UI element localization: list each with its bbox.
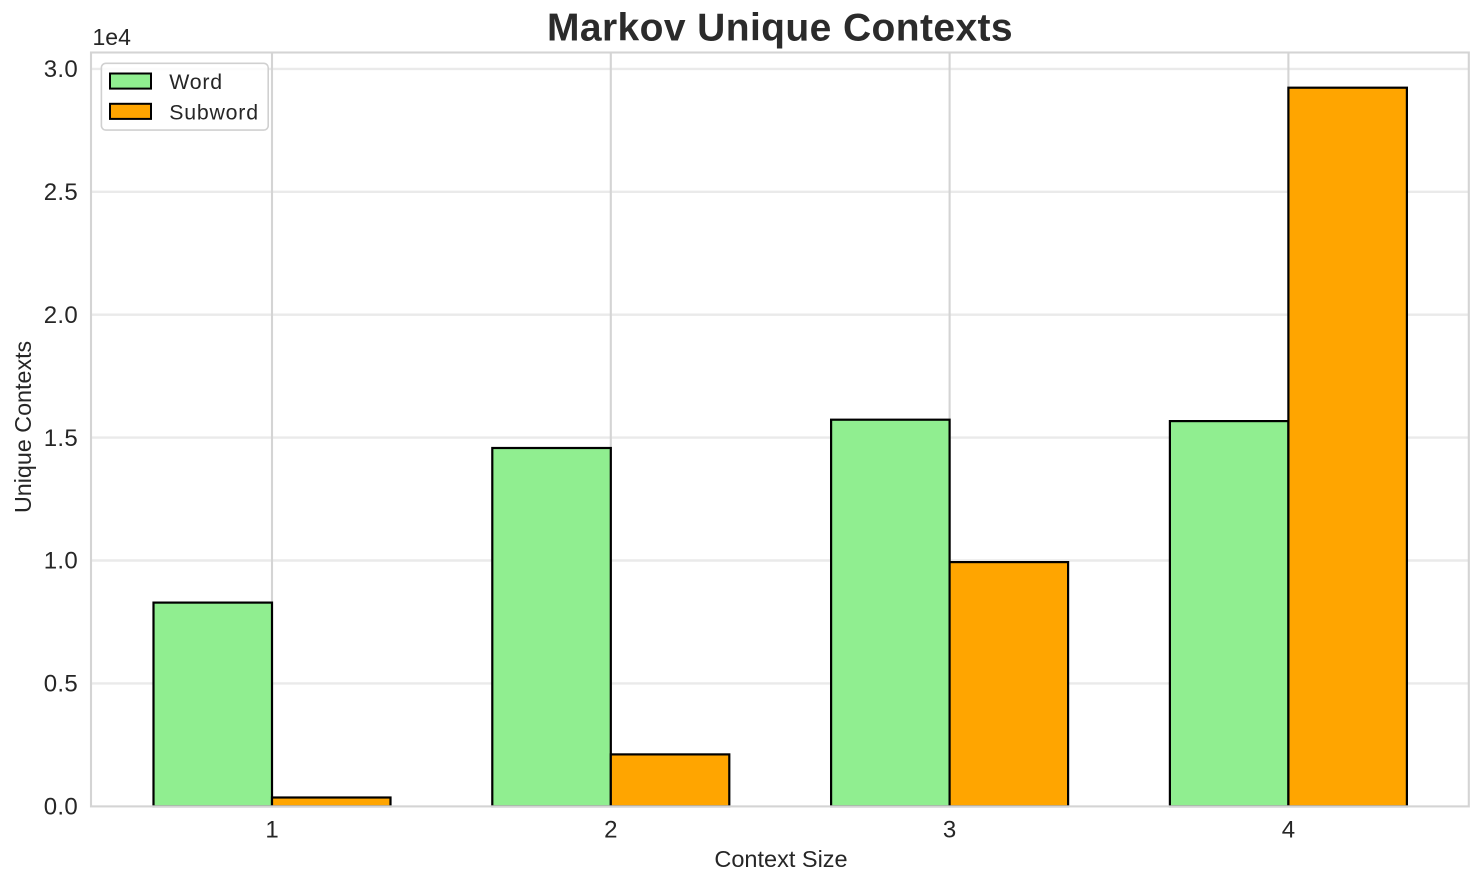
svg-text:1.0: 1.0 [44, 548, 78, 575]
svg-text:1: 1 [265, 817, 278, 844]
svg-text:2.0: 2.0 [44, 302, 78, 329]
svg-text:2: 2 [604, 817, 617, 844]
svg-text:3.0: 3.0 [44, 56, 78, 83]
svg-text:4: 4 [1282, 817, 1295, 844]
svg-text:1.5: 1.5 [44, 425, 78, 452]
svg-text:3: 3 [943, 817, 956, 844]
svg-text:Markov Unique Contexts: Markov Unique Contexts [547, 7, 1013, 50]
svg-text:0.5: 0.5 [44, 671, 78, 698]
svg-text:Word: Word [169, 70, 223, 94]
svg-text:1e4: 1e4 [93, 24, 132, 50]
svg-text:Context Size: Context Size [714, 846, 847, 872]
svg-text:2.5: 2.5 [44, 179, 78, 206]
svg-text:0.0: 0.0 [44, 794, 78, 821]
svg-text:Subword: Subword [169, 100, 259, 124]
svg-text:Unique Contexts: Unique Contexts [10, 341, 36, 513]
